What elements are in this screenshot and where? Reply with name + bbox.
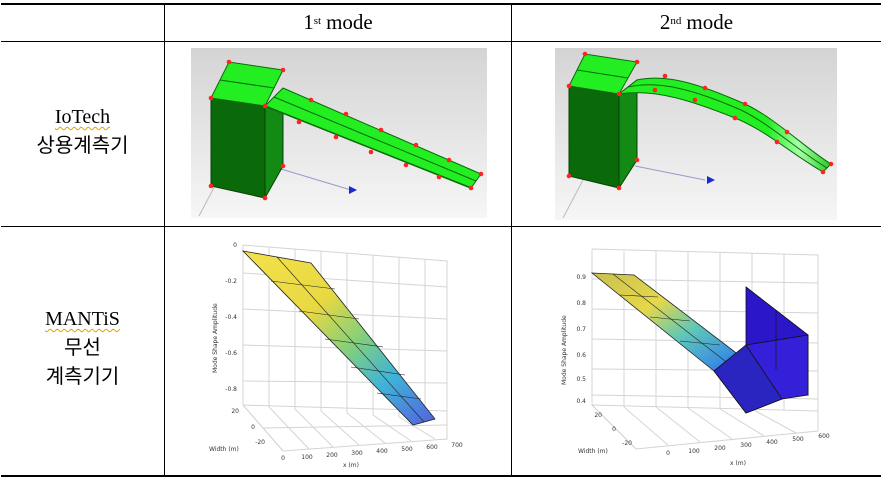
x-tick-label: 600 <box>818 433 830 440</box>
mesh-line <box>273 96 477 182</box>
row-rule <box>1 226 881 227</box>
surface-mesh <box>612 273 735 369</box>
x-tick-label: 400 <box>766 439 778 446</box>
plot-grid <box>242 244 448 452</box>
axis-line <box>270 165 352 191</box>
mantis-mode2-svg: 0.9 0.8 0.7 0.6 0.5 0.4 Mode Shape Ampli… <box>561 248 830 467</box>
mode-shape-surface <box>590 272 753 372</box>
header-mode1-number: 1 <box>303 9 314 34</box>
z-tick-label: 0.4 <box>576 398 586 405</box>
header-mode2-number: 2 <box>659 9 671 34</box>
z-tick-label: 0.7 <box>576 326 586 333</box>
column-divider-1 <box>164 3 165 477</box>
axis-arrow-icon <box>349 186 357 194</box>
iotech-mode2-image <box>555 48 837 220</box>
x-tick-label: 700 <box>451 442 463 449</box>
x-axis-label: x (m) <box>343 462 359 469</box>
x-tick-label: 300 <box>351 450 363 457</box>
axis-arrow-icon <box>707 176 715 184</box>
axis-line <box>634 165 706 181</box>
z-tick-label: 0 <box>233 242 237 249</box>
header-mode2-word: mode <box>686 9 734 34</box>
iotech-mode1-svg <box>191 48 487 218</box>
x-tick-label: 200 <box>326 452 338 459</box>
fe-nodes <box>208 59 484 201</box>
x-tick-label: 100 <box>301 454 313 461</box>
x-tick-label: 300 <box>740 442 752 449</box>
mesh-line <box>627 84 828 169</box>
x-tick-label: 400 <box>376 448 388 455</box>
row-label-iotech-line1: IoTech <box>54 106 111 128</box>
mode-shape-surface <box>241 250 436 426</box>
y-tick-label: 0 <box>251 424 255 431</box>
x-tick-label: 200 <box>714 445 726 452</box>
z-tick-label: 0.6 <box>576 352 586 359</box>
header-mode1-word: mode <box>326 9 373 34</box>
row-label-mantis-line2: 무선 <box>64 337 101 359</box>
y-tick-label: 0 <box>612 426 616 433</box>
mantis-mode1-svg: 0 -0.2 -0.4 -0.6 -0.8 Mode Shape Amplitu… <box>209 242 463 469</box>
x-tick-label: 600 <box>426 444 438 451</box>
row-label-mantis-line1: MANTiS <box>45 308 120 330</box>
x-tick-label: 0 <box>666 450 670 457</box>
mesh-line <box>576 69 629 79</box>
mantis-mode2-plot: 0.9 0.8 0.7 0.6 0.5 0.4 Mode Shape Ampli… <box>546 235 846 471</box>
y-tick-label: 20 <box>594 412 602 419</box>
table-top-rule <box>1 3 881 5</box>
column-front-face <box>210 97 266 199</box>
column-front-face <box>568 85 620 189</box>
surface-mesh <box>270 256 425 423</box>
x-tick-label: 0 <box>281 455 285 462</box>
row-label-iotech: IoTech 상용계측기 <box>1 103 164 161</box>
header-mode1-suffix: st <box>313 15 322 27</box>
column-divider-2 <box>511 3 512 477</box>
z-tick-label: -0.2 <box>225 278 237 285</box>
mantis-mode1-plot: 0 -0.2 -0.4 -0.6 -0.8 Mode Shape Amplitu… <box>199 233 475 471</box>
x-tick-label: 500 <box>401 446 413 453</box>
axis-line <box>562 179 584 219</box>
z-axis-label: Mode Shape Amplitude <box>561 315 568 385</box>
z-tick-label: -0.8 <box>225 386 237 393</box>
y-tick-label: 20 <box>231 408 239 415</box>
row-label-mantis-line3: 계측기기 <box>45 366 120 388</box>
y-axis-label: Width (m) <box>209 446 239 453</box>
z-tick-label: 0.5 <box>576 376 586 383</box>
y-tick-label: -20 <box>255 439 265 446</box>
mesh-line <box>219 79 275 89</box>
deck-edge <box>264 105 472 189</box>
y-axis-label: Width (m) <box>578 448 608 455</box>
table-bottom-rule <box>1 475 881 477</box>
z-tick-label: -0.6 <box>225 350 237 357</box>
row-label-iotech-line2: 상용계측기 <box>36 135 129 157</box>
iotech-mode2-svg <box>555 48 837 220</box>
fe-nodes <box>566 51 834 191</box>
z-tick-label: -0.4 <box>225 314 237 321</box>
iotech-mode1-image <box>191 48 487 218</box>
header-rule <box>1 41 881 42</box>
header-mode2-suffix: nd <box>670 15 682 27</box>
y-tick-label: -20 <box>622 440 632 447</box>
x-tick-label: 500 <box>792 436 804 443</box>
x-axis-label: x (m) <box>730 460 746 467</box>
box-lower-face <box>713 344 783 414</box>
z-tick-label: 0.8 <box>576 300 586 307</box>
row-label-mantis: MANTiS 무선 계측기기 <box>1 305 164 392</box>
z-tick-label: 0.9 <box>576 274 586 281</box>
z-axis-label: Mode Shape Amplitude <box>212 303 219 373</box>
x-tick-label: 100 <box>688 448 700 455</box>
